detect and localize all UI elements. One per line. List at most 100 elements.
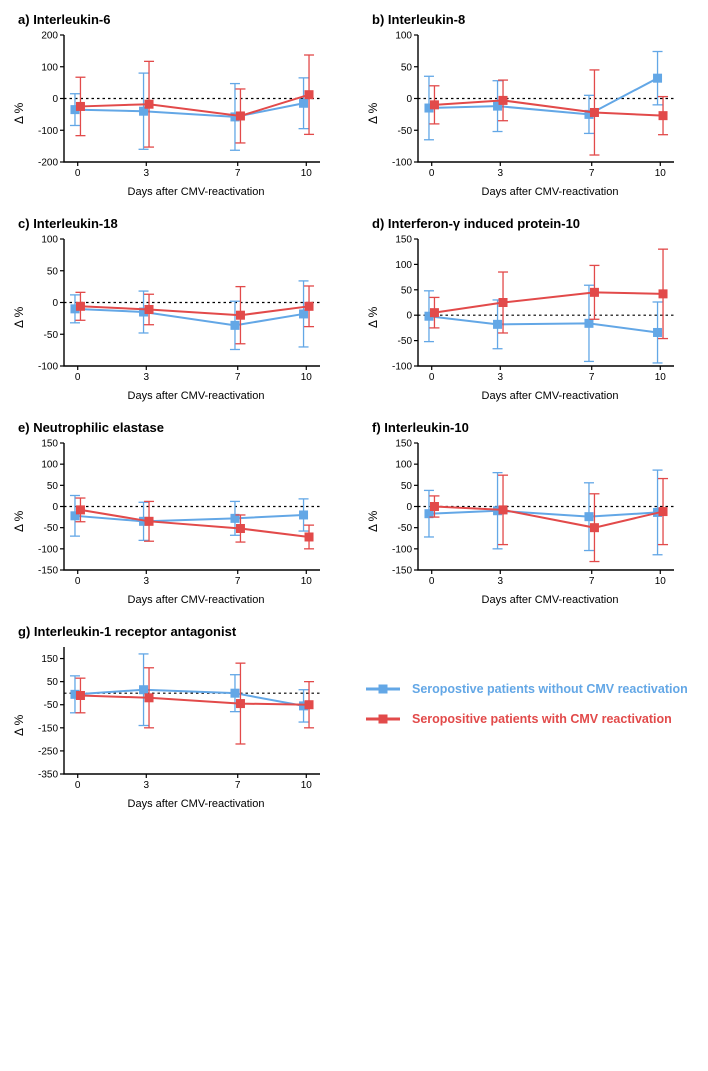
x-axis-label: Days after CMV-reactivation [382,186,700,198]
svg-text:10: 10 [301,576,313,587]
svg-text:-100: -100 [38,544,58,555]
svg-text:3: 3 [144,168,150,179]
svg-text:50: 50 [47,481,59,492]
svg-text:3: 3 [498,576,504,587]
panel-d: d) Interferon-γ induced protein-10 Δ % -… [366,216,700,402]
svg-text:-50: -50 [44,523,59,534]
panel-g: g) Interleukin-1 receptor antagonist Δ %… [12,624,346,810]
panel-title-text: Interferon-γ induced protein-10 [388,216,580,231]
panel-title: a) Interleukin-6 [18,12,346,27]
svg-text:0: 0 [52,298,58,309]
svg-text:-50: -50 [44,700,59,711]
svg-text:100: 100 [395,31,412,42]
svg-text:0: 0 [406,502,412,513]
svg-text:50: 50 [401,285,413,296]
svg-text:-150: -150 [392,566,412,577]
panel-f: f) Interleukin-10 Δ % -150-100-500501001… [366,420,700,606]
panel-title-text: Interleukin-8 [388,12,465,27]
y-axis-label: Δ % [366,437,380,606]
svg-text:7: 7 [235,780,241,791]
svg-text:7: 7 [589,168,595,179]
panel-title: c) Interleukin-18 [18,216,346,231]
svg-text:100: 100 [41,62,58,73]
chart-a: -200-100010020003710 [28,29,328,184]
svg-text:0: 0 [52,502,58,513]
svg-text:0: 0 [75,372,81,383]
svg-text:-250: -250 [38,746,58,757]
svg-text:150: 150 [395,235,412,246]
panel-b: b) Interleukin-8 Δ % -100-5005010003710 … [366,12,700,198]
y-axis-label: Δ % [12,641,26,810]
svg-text:3: 3 [144,576,150,587]
svg-text:50: 50 [401,62,413,73]
svg-text:0: 0 [75,168,81,179]
svg-text:10: 10 [301,372,313,383]
panel-title-text: Neutrophilic elastase [33,420,164,435]
svg-text:10: 10 [655,168,667,179]
chart-g: -350-250-150-505015003710 [28,641,328,796]
x-axis-label: Days after CMV-reactivation [28,390,346,402]
svg-text:-50: -50 [44,330,59,341]
chart-d: -100-5005010015003710 [382,233,682,388]
chart-b: -100-5005010003710 [382,29,682,184]
svg-text:50: 50 [47,677,59,688]
svg-text:150: 150 [41,439,58,450]
x-axis-label: Days after CMV-reactivation [28,186,346,198]
svg-text:0: 0 [429,576,435,587]
svg-text:50: 50 [401,481,413,492]
svg-text:-150: -150 [38,566,58,577]
svg-text:150: 150 [395,439,412,450]
svg-text:3: 3 [498,168,504,179]
chart-c: -100-5005010003710 [28,233,328,388]
svg-text:3: 3 [144,780,150,791]
svg-text:-350: -350 [38,770,58,781]
legend-item-without: Seropostive patients without CMV reactiv… [366,674,700,704]
svg-text:200: 200 [41,31,58,42]
svg-text:-50: -50 [398,126,413,137]
x-axis-label: Days after CMV-reactivation [382,594,700,606]
x-axis-label: Days after CMV-reactivation [28,798,346,810]
legend-label: Seropostive patients without CMV reactiv… [412,674,688,704]
svg-text:100: 100 [41,235,58,246]
legend: Seropostive patients without CMV reactiv… [366,624,700,810]
svg-text:-100: -100 [392,544,412,555]
svg-text:10: 10 [655,372,667,383]
svg-text:-100: -100 [38,362,58,373]
panel-title: g) Interleukin-1 receptor antagonist [18,624,346,639]
svg-text:-50: -50 [398,336,413,347]
y-axis-label: Δ % [12,233,26,402]
svg-text:0: 0 [429,372,435,383]
panel-title: e) Neutrophilic elastase [18,420,346,435]
svg-text:100: 100 [395,260,412,271]
panel-a: a) Interleukin-6 Δ % -200-10001002000371… [12,12,346,198]
svg-text:150: 150 [41,654,58,665]
svg-text:7: 7 [589,372,595,383]
svg-text:-100: -100 [38,126,58,137]
svg-text:100: 100 [41,460,58,471]
x-axis-label: Days after CMV-reactivation [28,594,346,606]
svg-text:3: 3 [144,372,150,383]
svg-text:-200: -200 [38,158,58,169]
svg-text:0: 0 [429,168,435,179]
panel-title-text: Interleukin-18 [33,216,118,231]
chart-e: -150-100-5005010015003710 [28,437,328,592]
svg-text:0: 0 [52,94,58,105]
panel-title-text: Interleukin-6 [33,12,110,27]
svg-text:-150: -150 [38,723,58,734]
panel-title: b) Interleukin-8 [372,12,700,27]
legend-label: Seropositive patients with CMV reactivat… [412,704,672,734]
chart-f: -150-100-5005010015003710 [382,437,682,592]
svg-text:7: 7 [235,372,241,383]
svg-text:0: 0 [406,311,412,322]
svg-text:3: 3 [498,372,504,383]
svg-text:0: 0 [75,576,81,587]
panel-title-text: Interleukin-1 receptor antagonist [34,624,236,639]
panel-title: d) Interferon-γ induced protein-10 [372,216,700,231]
y-axis-label: Δ % [366,29,380,198]
svg-text:100: 100 [395,460,412,471]
y-axis-label: Δ % [12,29,26,198]
panel-c: c) Interleukin-18 Δ % -100-5005010003710… [12,216,346,402]
legend-item-with: Seropositive patients with CMV reactivat… [366,704,700,734]
svg-text:7: 7 [589,576,595,587]
svg-text:-100: -100 [392,158,412,169]
